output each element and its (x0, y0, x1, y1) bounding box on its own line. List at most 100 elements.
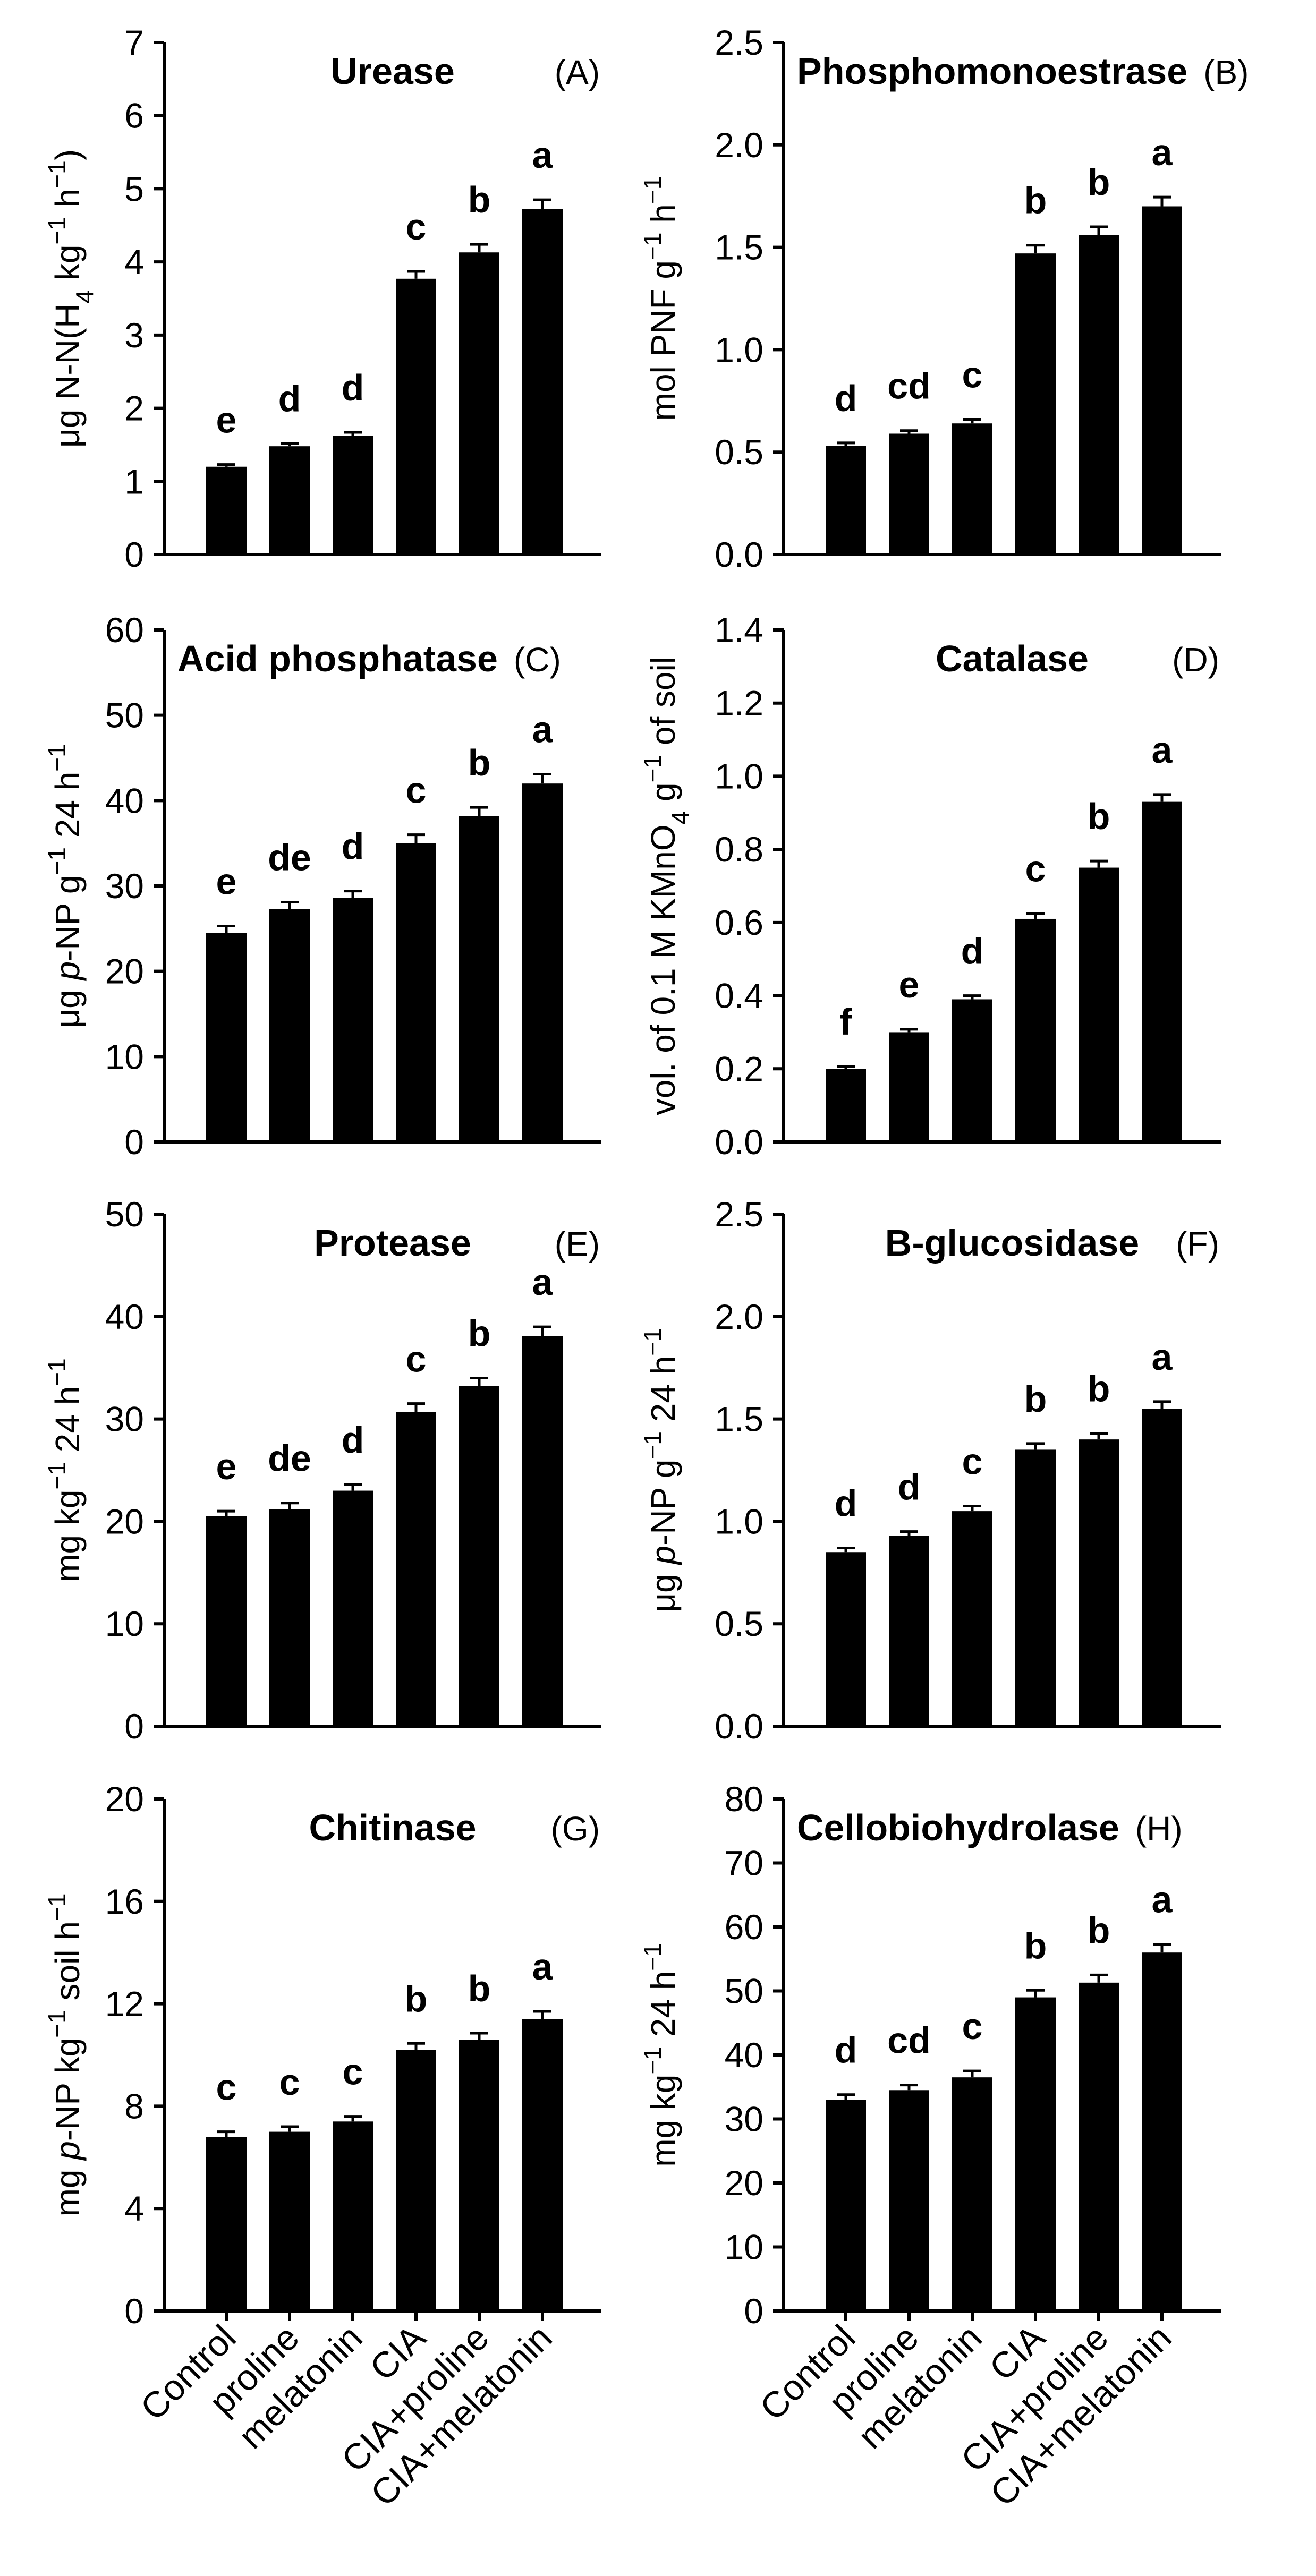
panel-label: (D) (1172, 641, 1219, 679)
bar-cia (1015, 1997, 1056, 2311)
significance-letter: c (962, 1440, 983, 1482)
y-axis-label-segment: mg kg (48, 1489, 87, 1582)
significance-letter: c (406, 770, 427, 811)
significance-letter: e (899, 964, 920, 1005)
significance-letter: cd (887, 2020, 931, 2061)
significance-letter: a (1152, 1879, 1173, 1921)
y-axis-label-segment: 24 h (644, 1971, 682, 2046)
y-tick-label: 4 (124, 2189, 144, 2228)
bar-cia-plus-melatonin (1142, 801, 1182, 1142)
y-axis-label: μg p-NP g−1 24 h−1 (639, 1328, 682, 1613)
significance-letter: b (1088, 796, 1110, 837)
bar-cia-plus-melatonin (522, 783, 563, 1142)
bar-control (206, 933, 247, 1142)
y-axis-label-segment: −1 (43, 2010, 71, 2037)
y-axis-label: mg p-NP kg−1 soil h−1 (43, 1893, 87, 2217)
y-axis-label-segment: −1 (43, 217, 71, 244)
y-axis-label-segment: vol. of 0.1 M KMnO (644, 824, 682, 1115)
significance-letter: d (342, 367, 364, 408)
bar-control (206, 2137, 247, 2311)
y-axis-label-segment: μg N-N(H (48, 304, 87, 448)
bar-cia-plus-proline (1079, 867, 1119, 1142)
y-tick-label: 20 (105, 1779, 144, 1819)
y-tick-label: 10 (105, 1037, 144, 1076)
y-axis-label: mg kg−1 24 h−1 (43, 1358, 87, 1582)
significance-letter: a (1152, 1336, 1173, 1378)
bar-cia-plus-melatonin (522, 1336, 563, 1726)
y-tick-label: 70 (725, 1844, 763, 1883)
significance-letter: d (961, 931, 984, 972)
y-axis-label-segment: soil h (48, 1921, 87, 2010)
significance-letter: d (342, 826, 364, 867)
y-tick-label: 30 (725, 2100, 763, 2139)
y-tick-label: 80 (725, 1779, 763, 1819)
bar-cia-plus-melatonin (522, 2019, 563, 2311)
bar-cia-plus-melatonin (1142, 1409, 1182, 1726)
significance-letter: d (278, 378, 301, 420)
bar-melatonin (952, 999, 992, 1142)
y-tick-label: 40 (725, 2035, 763, 2075)
y-tick-label: 0.6 (715, 903, 763, 942)
significance-letter: cd (887, 365, 931, 407)
bar-control (826, 1552, 866, 1726)
y-axis-label-segment: 24 h (48, 1386, 87, 1462)
chart-title: B-glucosidase (885, 1222, 1139, 1264)
y-axis-label-segment: ) (48, 149, 87, 160)
y-tick-label: 0 (124, 1707, 144, 1746)
y-tick-label: 1.5 (715, 228, 763, 267)
y-axis-label: vol. of 0.1 M KMnO4 g−1 of soil (639, 656, 694, 1115)
significance-letter: a (532, 134, 554, 176)
bar-proline (889, 433, 929, 555)
y-tick-label: 2 (124, 389, 144, 428)
y-tick-label: 0.5 (715, 432, 763, 472)
chart-panel-d: 0.0 0.2 0.4 0.6 0.8 1.0 1.2 1.4 vol. of 0.1 M KM… (639, 610, 1221, 1162)
bar-cia-plus-proline (459, 1386, 499, 1726)
y-tick-label: 1.0 (715, 330, 763, 369)
y-axis-label-segment: 24 h (644, 1356, 682, 1431)
significance-letter: d (835, 2029, 857, 2071)
significance-letter: c (216, 2067, 237, 2108)
significance-letter: e (216, 1446, 237, 1487)
significance-letter: d (898, 1466, 921, 1508)
y-tick-label: 40 (105, 1297, 144, 1336)
bar-control (826, 1069, 866, 1142)
bar-proline (889, 2090, 929, 2311)
panel-label: (C) (514, 641, 561, 679)
significance-letter: b (405, 1978, 428, 2019)
y-axis-label-segment: μg (644, 1565, 682, 1613)
y-axis-label-segment: g (644, 782, 682, 811)
y-tick-label: 60 (105, 610, 144, 650)
y-tick-label: 2.5 (715, 23, 763, 62)
bar-cia-plus-melatonin (522, 209, 563, 555)
y-tick-label: 20 (725, 2163, 763, 2203)
significance-letter: b (468, 742, 491, 783)
y-tick-label: 10 (105, 1604, 144, 1643)
y-axis-label-segment: p (48, 961, 87, 982)
y-tick-label: 0.2 (715, 1049, 763, 1088)
y-tick-label: 8 (124, 2086, 144, 2126)
significance-letter: c (343, 2051, 363, 2093)
bar-cia-plus-melatonin (1142, 206, 1182, 555)
bar-proline (269, 2131, 310, 2311)
y-axis-label: μg p-NP g−1 24 h−1 (43, 744, 87, 1028)
significance-letter: e (216, 399, 237, 441)
y-tick-label: 16 (105, 1882, 144, 1921)
y-axis-label-segment: −1 (639, 1943, 666, 1971)
y-tick-label: 1.0 (715, 756, 763, 796)
panel-label: (H) (1135, 1810, 1183, 1848)
significance-letter: b (468, 179, 491, 220)
y-tick-label: 0.0 (715, 1122, 763, 1162)
y-axis-label-segment: 4 (666, 811, 694, 825)
significance-letter: b (468, 1968, 491, 2009)
chart-title: Phosphomonoestrase (797, 50, 1187, 92)
bar-melatonin (333, 2121, 373, 2311)
y-axis-label-segment: −1 (43, 1358, 71, 1386)
y-axis-label-segment: mg (48, 2160, 87, 2217)
bar-control (826, 2100, 866, 2311)
significance-letter: d (835, 1483, 857, 1524)
y-tick-label: 0.0 (715, 1707, 763, 1746)
significance-letter: a (1152, 729, 1173, 771)
y-tick-label: 60 (725, 1907, 763, 1947)
